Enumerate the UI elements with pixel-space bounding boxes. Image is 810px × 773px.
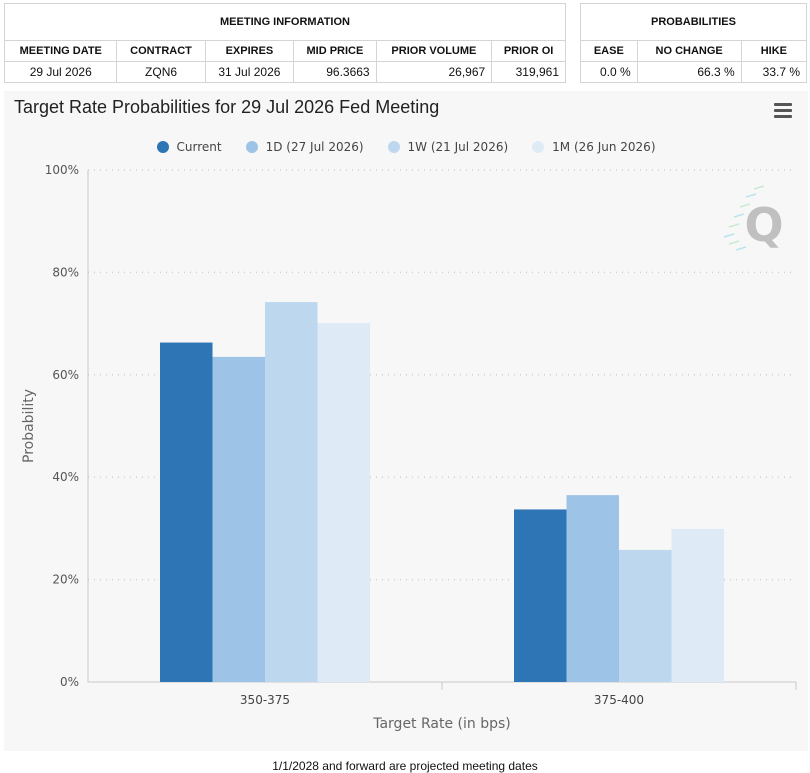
watermark-letter: Q bbox=[744, 198, 783, 252]
hike-value: 33.7 % bbox=[740, 61, 808, 83]
legend-item-current[interactable]: Current bbox=[156, 140, 222, 154]
expires-value: 31 Jul 2026 bbox=[204, 61, 295, 83]
legend-item-1d[interactable]: 1D (27 Jul 2026) bbox=[245, 140, 364, 154]
watermark-stroke bbox=[723, 233, 735, 238]
legend-marker-icon bbox=[245, 141, 258, 153]
watermark-stroke bbox=[753, 185, 765, 190]
bar-375-400-3 bbox=[671, 528, 724, 682]
y-tick-label: 20% bbox=[52, 573, 79, 587]
bar-375-400-0 bbox=[514, 509, 567, 682]
y-tick-label: 60% bbox=[52, 368, 79, 382]
col-hike: HIKE bbox=[740, 40, 808, 62]
col-mid-price: MID PRICE bbox=[293, 40, 377, 62]
x-axis-title: Target Rate (in bps) bbox=[372, 716, 511, 732]
col-expires: EXPIRES bbox=[204, 40, 295, 62]
bar-350-375-1 bbox=[212, 356, 265, 682]
probabilities-table: PROBABILITIES EASE NO CHANGE HIKE 0.0 % … bbox=[580, 3, 808, 83]
contract-value: ZQN6 bbox=[116, 61, 206, 83]
watermark-stroke bbox=[735, 246, 747, 251]
y-tick-label: 40% bbox=[52, 470, 79, 484]
table-row: 29 Jul 2026 ZQN6 31 Jul 2026 96.3663 26,… bbox=[3, 61, 566, 83]
y-axis-title: Probability bbox=[21, 389, 37, 463]
watermark-stroke bbox=[728, 240, 740, 245]
x-tick-label: 375-400 bbox=[594, 693, 644, 707]
meeting-information-table: MEETING INFORMATION MEETING DATE CONTRAC… bbox=[3, 3, 566, 83]
bar-350-375-2 bbox=[265, 302, 318, 682]
chart-panel: 0% 20% 40% 60% 80% 100% 350-375 375-400 Target R… bbox=[4, 91, 808, 751]
x-tick-label: 350-375 bbox=[240, 693, 290, 707]
y-tick-label: 80% bbox=[52, 265, 79, 279]
col-contract: CONTRACT bbox=[116, 40, 206, 62]
col-prior-volume: PRIOR VOLUME bbox=[375, 40, 493, 62]
legend-item-1w[interactable]: 1W (21 Jul 2026) bbox=[387, 140, 509, 154]
watermark-logo: Q bbox=[723, 185, 784, 252]
col-prior-oi: PRIOR OI bbox=[491, 40, 566, 62]
bar-350-375-3 bbox=[317, 323, 370, 682]
footnote: 1/1/2028 and forward are projected meeti… bbox=[272, 759, 538, 773]
legend-label: 1D (27 Jul 2026) bbox=[265, 140, 364, 154]
watermark-stroke bbox=[739, 203, 751, 208]
no-change-value: 66.3 % bbox=[636, 61, 742, 83]
prior-oi-value: 319,961 bbox=[491, 61, 566, 83]
legend-marker-icon bbox=[156, 141, 169, 153]
y-tick-label: 100% bbox=[45, 163, 79, 177]
chart-legend: Current 1D (27 Jul 2026) 1W (21 Jul 2026… bbox=[4, 140, 808, 154]
bar-chart: 0% 20% 40% 60% 80% 100% 350-375 375-400 Target R… bbox=[21, 163, 797, 732]
watermark-stroke bbox=[728, 223, 740, 228]
y-tick-label: 0% bbox=[60, 675, 79, 689]
ease-value: 0.0 % bbox=[580, 61, 638, 83]
chart-title: Target Rate Probabilities for 29 Jul 202… bbox=[14, 97, 440, 117]
bar-350-375-0 bbox=[160, 342, 213, 682]
legend-label: 1M (26 Jun 2026) bbox=[552, 140, 656, 154]
col-meeting-date: MEETING DATE bbox=[3, 40, 118, 62]
col-ease: EASE bbox=[580, 40, 638, 62]
mid-price-value: 96.3663 bbox=[293, 61, 377, 83]
legend-label: Current bbox=[176, 140, 222, 154]
watermark-stroke bbox=[745, 193, 757, 198]
legend-marker-icon bbox=[532, 141, 545, 153]
hamburger-menu-icon[interactable] bbox=[774, 103, 792, 119]
legend-label: 1W (21 Jul 2026) bbox=[407, 140, 509, 154]
watermark-stroke bbox=[733, 213, 745, 218]
prior-volume-value: 26,967 bbox=[375, 61, 493, 83]
bar-375-400-2 bbox=[619, 549, 672, 682]
legend-item-1m[interactable]: 1M (26 Jun 2026) bbox=[532, 140, 656, 154]
bar-375-400-1 bbox=[566, 495, 619, 682]
meeting-date-value: 29 Jul 2026 bbox=[3, 61, 118, 83]
table-row: 0.0 % 66.3 % 33.7 % bbox=[580, 61, 808, 83]
meeting-information-header: MEETING INFORMATION bbox=[4, 3, 566, 41]
probabilities-header: PROBABILITIES bbox=[580, 3, 807, 41]
legend-marker-icon bbox=[387, 141, 400, 153]
col-no-change: NO CHANGE bbox=[636, 40, 742, 62]
